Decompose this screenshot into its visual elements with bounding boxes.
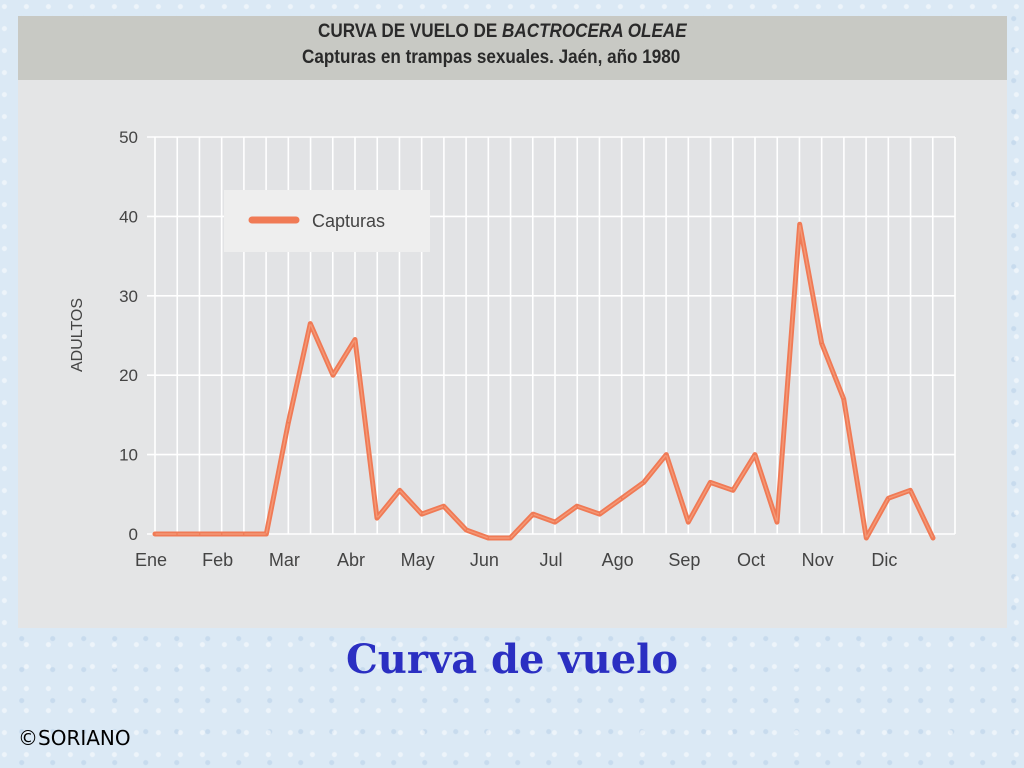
y-tick-label: 10 bbox=[119, 446, 138, 465]
x-tick-label: Abr bbox=[337, 550, 365, 570]
y-axis-label: ADULTOS bbox=[69, 298, 86, 372]
data-point bbox=[776, 521, 778, 523]
data-point bbox=[220, 533, 223, 535]
data-point bbox=[242, 533, 245, 535]
data-point bbox=[554, 521, 556, 523]
data-point bbox=[465, 529, 468, 531]
data-point bbox=[198, 533, 201, 535]
data-point bbox=[909, 489, 912, 492]
data-point bbox=[687, 521, 690, 523]
data-point bbox=[309, 322, 312, 325]
data-point bbox=[642, 481, 645, 484]
data-point bbox=[287, 422, 290, 424]
data-point bbox=[798, 223, 801, 226]
x-tick-label: Ago bbox=[602, 550, 634, 570]
data-point bbox=[576, 505, 578, 508]
x-tick-label: May bbox=[401, 550, 435, 570]
data-point bbox=[154, 533, 156, 535]
data-point bbox=[754, 453, 756, 456]
x-tick-label: Mar bbox=[269, 550, 300, 570]
legend: Capturas bbox=[224, 190, 430, 252]
y-tick-label: 30 bbox=[119, 287, 138, 306]
y-tick-label: 0 bbox=[129, 525, 138, 544]
data-point bbox=[820, 342, 823, 345]
data-point bbox=[532, 513, 534, 515]
x-tick-label: Jul bbox=[539, 550, 562, 570]
data-point bbox=[442, 505, 445, 508]
data-point bbox=[598, 513, 601, 515]
data-point bbox=[487, 537, 490, 539]
data-point bbox=[420, 513, 423, 515]
data-point bbox=[887, 497, 890, 500]
y-tick-label: 40 bbox=[119, 207, 138, 226]
data-point bbox=[665, 453, 668, 456]
slide-caption: Curva de vuelo bbox=[345, 636, 679, 683]
data-point bbox=[398, 489, 401, 492]
data-point bbox=[732, 489, 734, 492]
x-tick-label: Oct bbox=[737, 550, 765, 570]
series-layer bbox=[152, 221, 936, 541]
data-point bbox=[509, 537, 512, 539]
chart-subtitle: Capturas en trampas sexuales. Jaén, año … bbox=[302, 47, 681, 68]
y-tick-label: 20 bbox=[119, 366, 138, 385]
data-point bbox=[865, 537, 868, 539]
chart-title: CURVA DE VUELO DE BACTROCERA OLEAE bbox=[318, 21, 687, 42]
data-point bbox=[265, 533, 268, 535]
x-tick-label: Sep bbox=[668, 550, 700, 570]
x-tick-label: Dic bbox=[871, 550, 897, 570]
axes: 0 10 20 30 40 50 Ene Feb Mar Abr May Jun Jul Ago Sep Oc… bbox=[119, 128, 897, 570]
x-tick-label: Ene bbox=[135, 550, 167, 570]
data-point bbox=[932, 537, 934, 539]
series-line-highlight bbox=[154, 223, 934, 539]
data-point bbox=[332, 374, 334, 377]
legend-label: Capturas bbox=[312, 211, 385, 231]
data-point bbox=[176, 533, 178, 535]
data-point bbox=[620, 497, 623, 500]
credit-text: ©SORIANO bbox=[18, 726, 131, 750]
chart-header: CURVA DE VUELO DE BACTROCERA OLEAE Captu… bbox=[18, 16, 1007, 80]
data-point bbox=[376, 517, 378, 519]
data-point bbox=[842, 398, 845, 400]
x-tick-label: Jun bbox=[470, 550, 499, 570]
data-point bbox=[354, 338, 356, 341]
x-tick-label: Nov bbox=[802, 550, 834, 570]
data-point bbox=[709, 481, 712, 484]
y-tick-label: 50 bbox=[119, 128, 138, 147]
x-tick-label: Feb bbox=[202, 550, 233, 570]
